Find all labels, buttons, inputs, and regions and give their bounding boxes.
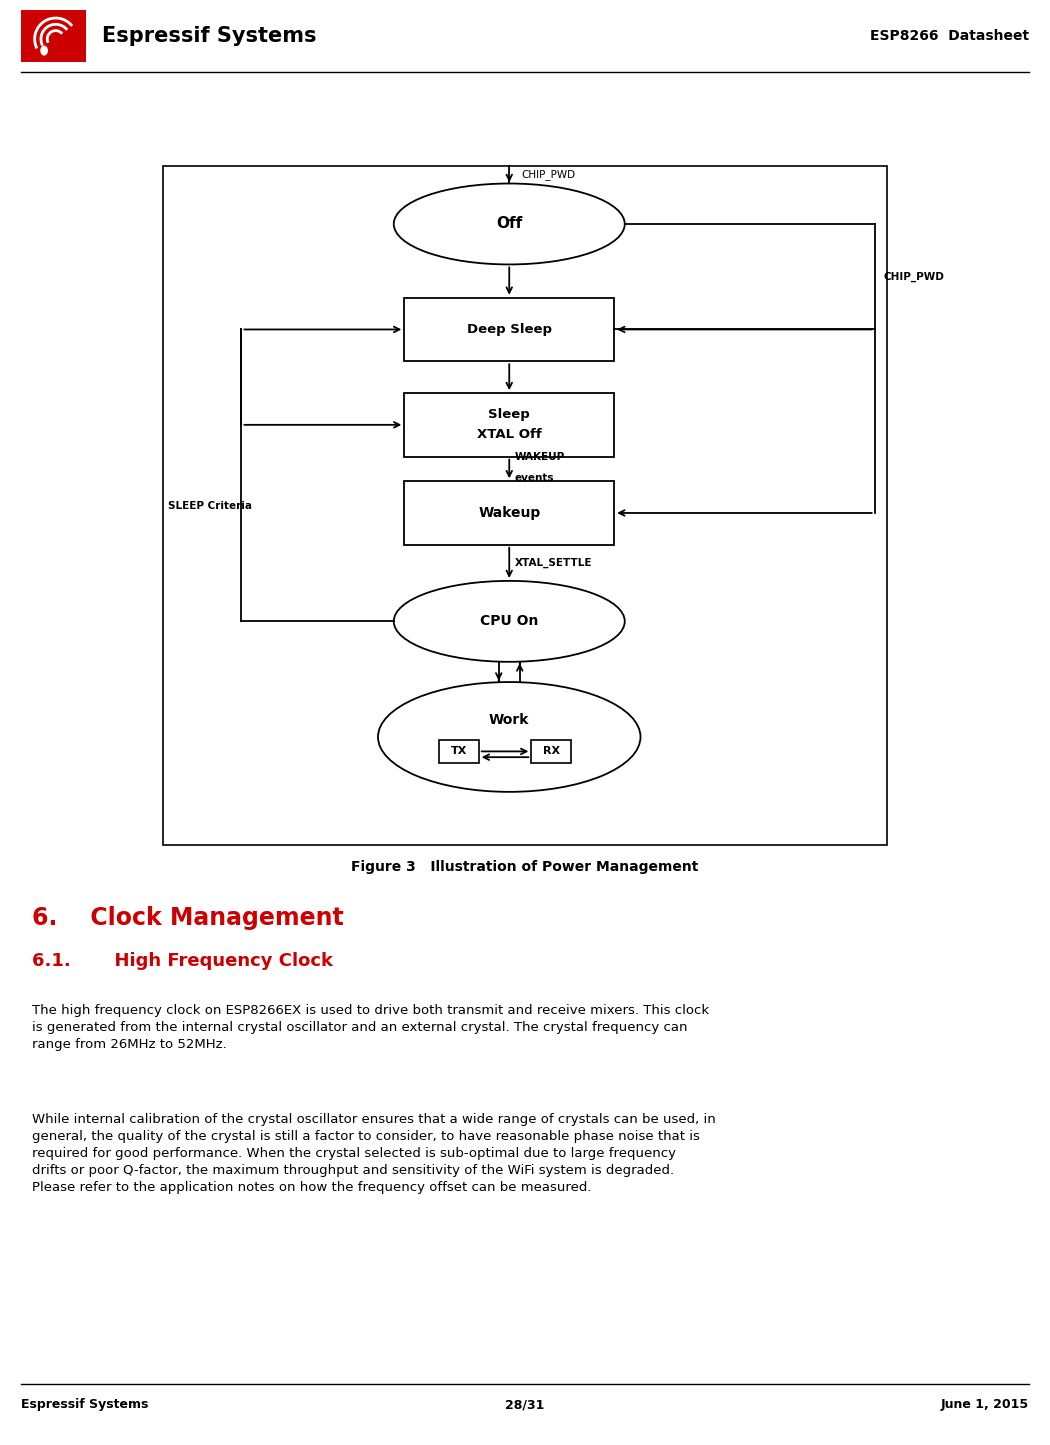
- Text: Sleep: Sleep: [488, 409, 530, 420]
- Text: Work: Work: [489, 712, 529, 727]
- Text: The high frequency clock on ESP8266EX is used to drive both transmit and receive: The high frequency clock on ESP8266EX is…: [32, 1004, 709, 1052]
- Text: XTAL Off: XTAL Off: [477, 429, 542, 441]
- Text: Wakeup: Wakeup: [478, 506, 541, 520]
- Circle shape: [41, 46, 47, 55]
- Text: While internal calibration of the crystal oscillator ensures that a wide range o: While internal calibration of the crysta…: [32, 1113, 715, 1194]
- FancyBboxPatch shape: [404, 393, 614, 457]
- Text: June 1, 2015: June 1, 2015: [941, 1399, 1029, 1410]
- Text: CHIP_PWD: CHIP_PWD: [883, 272, 944, 282]
- Text: CHIP_PWD: CHIP_PWD: [522, 169, 576, 181]
- Text: Figure 3   Illustration of Power Management: Figure 3 Illustration of Power Managemen…: [352, 860, 698, 874]
- Text: RX: RX: [543, 747, 560, 756]
- Text: WAKEUP: WAKEUP: [514, 452, 565, 462]
- Text: TX: TX: [450, 747, 467, 756]
- FancyBboxPatch shape: [21, 10, 86, 62]
- FancyBboxPatch shape: [439, 740, 479, 763]
- Ellipse shape: [394, 184, 625, 264]
- Text: CPU On: CPU On: [480, 614, 539, 629]
- FancyBboxPatch shape: [404, 481, 614, 545]
- Text: Espressif Systems: Espressif Systems: [102, 26, 316, 46]
- Ellipse shape: [394, 581, 625, 662]
- Text: Off: Off: [496, 217, 523, 231]
- Text: Deep Sleep: Deep Sleep: [467, 324, 551, 335]
- Text: SLEEP Criteria: SLEEP Criteria: [168, 501, 252, 510]
- FancyBboxPatch shape: [404, 298, 614, 361]
- FancyBboxPatch shape: [531, 740, 571, 763]
- Text: 6.1.       High Frequency Clock: 6.1. High Frequency Clock: [32, 952, 333, 970]
- Text: ESP8266  Datasheet: ESP8266 Datasheet: [869, 29, 1029, 43]
- Text: events: events: [514, 473, 554, 483]
- Text: 6.    Clock Management: 6. Clock Management: [32, 906, 343, 929]
- Ellipse shape: [378, 682, 640, 792]
- Text: XTAL_SETTLE: XTAL_SETTLE: [514, 558, 592, 568]
- Text: 28/31: 28/31: [505, 1399, 545, 1410]
- FancyBboxPatch shape: [163, 166, 887, 845]
- Text: Espressif Systems: Espressif Systems: [21, 1399, 148, 1410]
